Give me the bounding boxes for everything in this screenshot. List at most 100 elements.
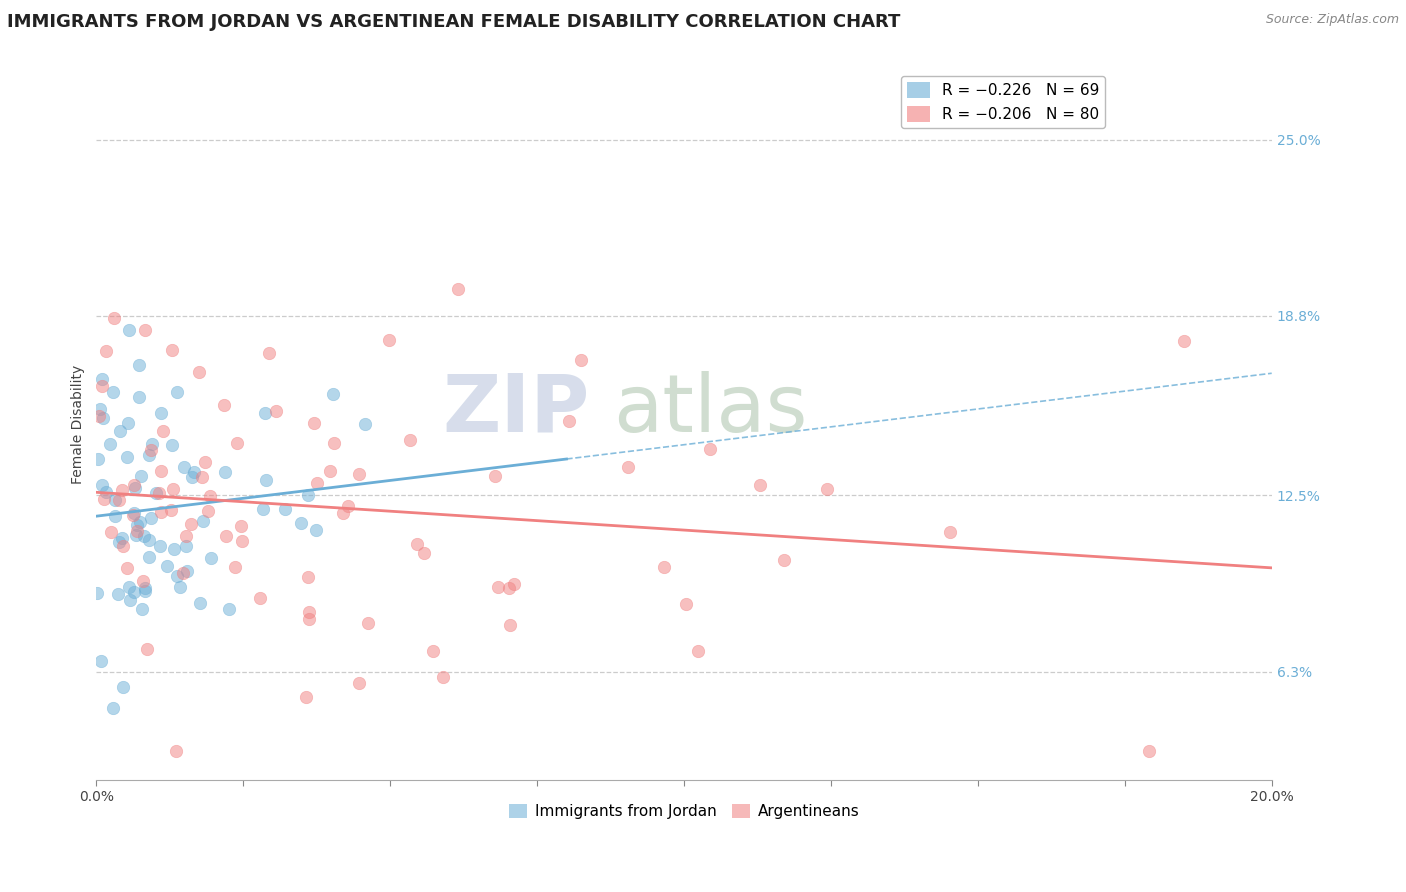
Point bbox=[749, 478, 772, 492]
Point bbox=[148, 486, 170, 500]
Point bbox=[162, 343, 184, 357]
Point bbox=[141, 437, 163, 451]
Point bbox=[229, 519, 252, 533]
Point bbox=[103, 701, 125, 715]
Point bbox=[139, 442, 162, 457]
Point bbox=[152, 424, 174, 438]
Point bbox=[101, 384, 124, 399]
Point bbox=[174, 539, 197, 553]
Point bbox=[110, 424, 132, 438]
Point bbox=[166, 384, 188, 399]
Point bbox=[131, 602, 153, 616]
Point bbox=[498, 581, 520, 595]
Point bbox=[180, 516, 202, 531]
Point bbox=[180, 470, 202, 484]
Point bbox=[224, 560, 246, 574]
Point bbox=[378, 333, 401, 347]
Point bbox=[150, 464, 173, 478]
Point bbox=[194, 455, 217, 469]
Point bbox=[93, 491, 115, 506]
Point bbox=[406, 537, 429, 551]
Point bbox=[122, 506, 145, 520]
Point bbox=[347, 467, 370, 482]
Point bbox=[87, 409, 110, 424]
Point bbox=[163, 542, 186, 557]
Point bbox=[145, 485, 167, 500]
Point bbox=[115, 450, 138, 465]
Point bbox=[298, 605, 321, 619]
Point bbox=[190, 470, 212, 484]
Point bbox=[191, 514, 214, 528]
Point bbox=[354, 417, 377, 432]
Point bbox=[108, 535, 131, 549]
Point bbox=[162, 482, 184, 496]
Point bbox=[297, 569, 319, 583]
Point bbox=[174, 529, 197, 543]
Point bbox=[100, 524, 122, 539]
Point bbox=[215, 529, 238, 543]
Point bbox=[108, 492, 131, 507]
Point bbox=[90, 654, 112, 668]
Point bbox=[188, 366, 211, 380]
Point bbox=[122, 508, 145, 523]
Point bbox=[107, 587, 129, 601]
Point bbox=[815, 482, 838, 496]
Point bbox=[135, 641, 157, 656]
Point bbox=[118, 323, 141, 337]
Point bbox=[336, 499, 359, 513]
Point bbox=[128, 358, 150, 372]
Point bbox=[166, 568, 188, 582]
Point bbox=[499, 617, 522, 632]
Point bbox=[134, 323, 156, 337]
Point bbox=[117, 416, 139, 430]
Point bbox=[134, 582, 156, 596]
Point bbox=[290, 516, 312, 531]
Point bbox=[569, 353, 592, 368]
Point bbox=[307, 475, 329, 490]
Point bbox=[295, 690, 318, 705]
Text: atlas: atlas bbox=[613, 371, 808, 449]
Point bbox=[160, 502, 183, 516]
Point bbox=[305, 523, 328, 537]
Point bbox=[357, 615, 380, 630]
Point bbox=[156, 559, 179, 574]
Point bbox=[173, 459, 195, 474]
Point bbox=[150, 505, 173, 519]
Point bbox=[172, 566, 194, 580]
Point bbox=[111, 680, 134, 694]
Point bbox=[132, 529, 155, 543]
Point bbox=[332, 506, 354, 520]
Point bbox=[96, 485, 118, 500]
Point bbox=[149, 539, 172, 553]
Point bbox=[266, 403, 288, 417]
Point bbox=[699, 442, 721, 456]
Point bbox=[127, 524, 149, 539]
Point bbox=[115, 561, 138, 575]
Point bbox=[104, 493, 127, 508]
Point bbox=[122, 478, 145, 492]
Point bbox=[122, 585, 145, 599]
Point bbox=[399, 434, 422, 448]
Point bbox=[254, 406, 277, 420]
Point bbox=[298, 612, 321, 626]
Point bbox=[259, 346, 281, 360]
Point bbox=[254, 473, 277, 487]
Point bbox=[120, 592, 142, 607]
Point bbox=[183, 465, 205, 479]
Point bbox=[1173, 334, 1195, 348]
Point bbox=[129, 469, 152, 483]
Point bbox=[486, 580, 509, 594]
Point bbox=[675, 597, 697, 611]
Point bbox=[231, 533, 253, 548]
Point bbox=[447, 282, 470, 296]
Point bbox=[138, 549, 160, 564]
Y-axis label: Female Disability: Female Disability bbox=[72, 365, 86, 483]
Point bbox=[322, 387, 344, 401]
Point bbox=[132, 574, 155, 589]
Point bbox=[226, 435, 249, 450]
Point bbox=[111, 483, 134, 498]
Point bbox=[90, 477, 112, 491]
Point bbox=[124, 481, 146, 495]
Point bbox=[1137, 744, 1160, 758]
Point bbox=[100, 436, 122, 450]
